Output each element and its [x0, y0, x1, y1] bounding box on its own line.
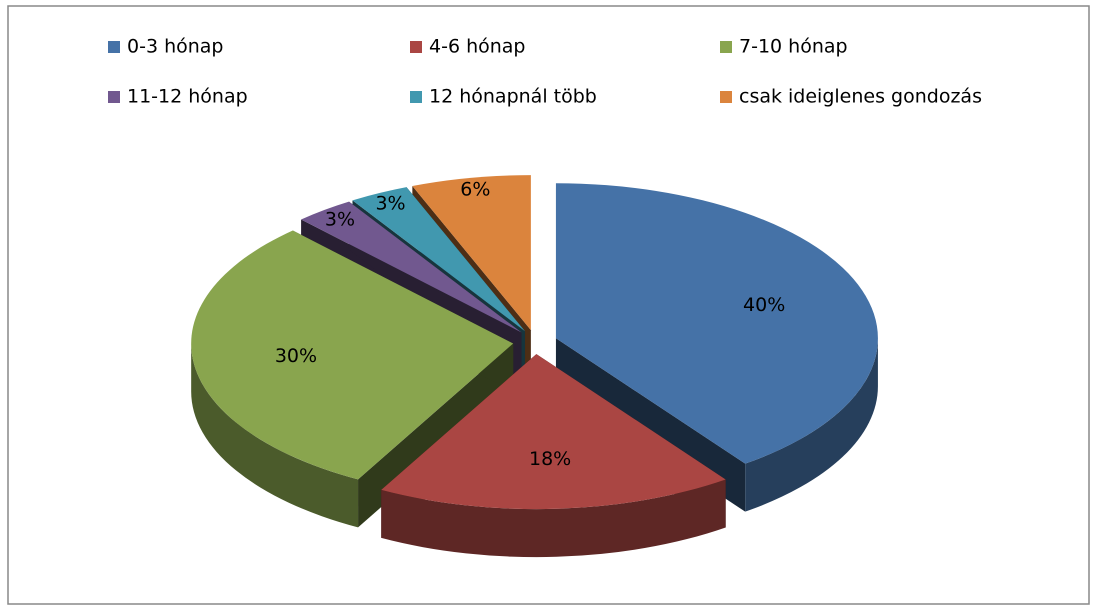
- data-label: 3%: [325, 208, 355, 230]
- legend-label: 11-12 hónap: [127, 86, 248, 108]
- legend-swatch: [410, 41, 422, 53]
- data-label: 3%: [375, 193, 405, 215]
- legend-label: 12 hónapnál több: [429, 86, 597, 108]
- legend-swatch: [410, 91, 422, 103]
- slice-side: [745, 338, 878, 512]
- legend-label: 0-3 hónap: [127, 36, 223, 58]
- legend-swatch: [108, 41, 120, 53]
- legend-swatch: [720, 91, 732, 103]
- data-label: 18%: [529, 448, 571, 470]
- slice: [301, 201, 522, 333]
- legend-label: 4-6 hónap: [429, 36, 525, 58]
- slice: [412, 175, 531, 331]
- data-label: 30%: [275, 345, 317, 367]
- data-label: 6%: [460, 179, 490, 201]
- slice: [555, 183, 878, 464]
- data-label: 40%: [743, 294, 785, 316]
- slice: [191, 230, 514, 480]
- legend-label: 7-10 hónap: [739, 36, 848, 58]
- slice-side: [381, 479, 726, 558]
- legend-label: csak ideiglenes gondozás: [739, 86, 982, 108]
- legend-swatch: [108, 91, 120, 103]
- slice: [381, 354, 726, 510]
- legend-swatch: [720, 41, 732, 53]
- slice: [352, 187, 526, 332]
- slice-side: [191, 343, 359, 528]
